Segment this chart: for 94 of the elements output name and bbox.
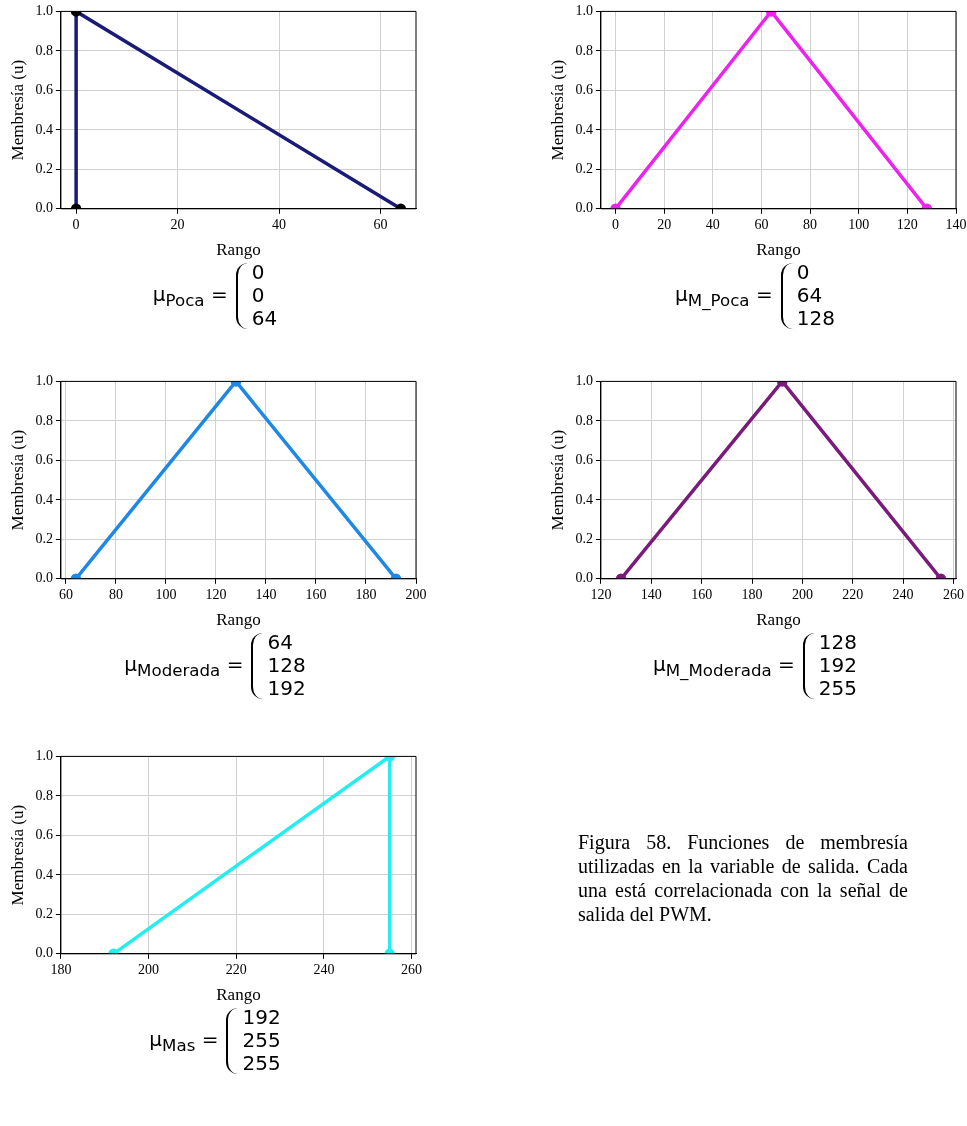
y-tick-label: 1.0 (575, 373, 593, 389)
x-tick-label: 200 (791, 586, 813, 602)
x-tick-label: 160 (691, 586, 713, 602)
x-tick-label: 160 (305, 586, 327, 602)
x-tick-label: 40 (272, 216, 287, 232)
x-tick-label: 100 (155, 586, 177, 602)
y-tick-label: 0.8 (35, 412, 53, 428)
y-tick-label: 0.2 (35, 160, 53, 176)
x-tick-label: 180 (355, 586, 377, 602)
y-tick-label: 0.6 (35, 82, 53, 98)
x-tick-label: 120 (896, 216, 918, 232)
x-tick-label: 220 (842, 586, 864, 602)
x-tick-label: 140 (255, 586, 277, 602)
x-tick-label: 60 (58, 586, 73, 602)
text: μ$_{Mas}$ = (149, 1026, 219, 1055)
x-tick-label: 260 (401, 961, 423, 977)
x-tick-label: 100 (848, 216, 870, 232)
x-tick-label: 180 (50, 961, 72, 977)
y-tick-label: 0.2 (575, 530, 593, 546)
y-tick-label: 0.4 (35, 866, 53, 882)
x-tick-label: 120 (590, 586, 612, 602)
x-tick-label: 140 (640, 586, 662, 602)
x-tick-label: 200 (138, 961, 160, 977)
y-tick-label: 0.0 (35, 945, 53, 961)
y-tick-label: 0.2 (575, 160, 593, 176)
x-tick-label: 200 (405, 586, 427, 602)
x-tick-label: 0 (611, 216, 619, 232)
text: 128 (267, 653, 306, 677)
y-tick-label: 0.8 (575, 42, 593, 58)
x-tick-label: 80 (108, 586, 123, 602)
x-tick-label: 260 (942, 586, 964, 602)
text: 192 (242, 1005, 281, 1029)
x-tick-label: 80 (803, 216, 818, 232)
x-tick-label: 220 (225, 961, 247, 977)
y-tick-label: 0.8 (35, 787, 53, 803)
y-tick-label: 0.4 (35, 121, 53, 137)
text: 255 (242, 1028, 281, 1052)
y-tick-label: 0.0 (575, 200, 593, 216)
y-axis-title: Membresía (u) (7, 804, 27, 906)
y-tick-label: 0.4 (575, 491, 593, 507)
y-tick-label: 0.0 (35, 570, 53, 586)
x-tick-label: 20 (170, 216, 185, 232)
y-tick-label: 0.6 (35, 827, 53, 843)
y-tick-label: 0.8 (575, 412, 593, 428)
x-axis-title: Rango (216, 985, 261, 1005)
y-tick-label: 1.0 (575, 3, 593, 19)
text: μ$_{Moderada}$ = (124, 651, 244, 680)
text: 0 (251, 260, 266, 284)
text: 192 (267, 676, 306, 700)
y-tick-label: 1.0 (35, 373, 53, 389)
text: μ$_{M_Moderada}$ = (653, 651, 795, 680)
y-axis-title: Membresía (u) (7, 429, 27, 531)
y-tick-label: 0.8 (35, 42, 53, 58)
text: μ$_{M_Poca}$ = (675, 281, 773, 310)
y-tick-label: 0.0 (575, 570, 593, 586)
text: 255 (242, 1051, 281, 1075)
text: 128 (818, 630, 857, 654)
x-tick-label: 120 (205, 586, 227, 602)
y-axis-title: Membresía (u) (547, 429, 567, 531)
x-axis-title: Rango (756, 240, 801, 260)
y-tick-label: 0.0 (35, 200, 53, 216)
y-tick-label: 0.6 (575, 452, 593, 468)
text: 64 (267, 630, 294, 654)
text: 0 (796, 260, 811, 284)
x-tick-label: 140 (945, 216, 967, 232)
text: Figura 58. Funciones de membresía utilizadas en la variable de salida. Cada una está correlacionada con la señal de salida del PWM. (578, 830, 908, 926)
x-tick-label: 20 (657, 216, 672, 232)
text: 255 (818, 676, 857, 700)
x-tick-label: 240 (892, 586, 914, 602)
y-axis-title: Membresía (u) (547, 59, 567, 161)
text: 64 (251, 306, 278, 330)
y-tick-label: 0.2 (35, 905, 53, 921)
x-axis-title: Rango (216, 610, 261, 630)
x-tick-label: 40 (705, 216, 720, 232)
text: 0 (251, 283, 266, 307)
x-axis-title: Rango (216, 240, 261, 260)
text: 192 (818, 653, 857, 677)
text: μ$_{Poca}$ = (152, 281, 228, 310)
y-tick-label: 0.2 (35, 530, 53, 546)
y-tick-label: 0.6 (35, 452, 53, 468)
x-tick-label: 0 (72, 216, 80, 232)
y-tick-label: 0.4 (575, 121, 593, 137)
x-tick-label: 180 (741, 586, 763, 602)
y-tick-label: 1.0 (35, 748, 53, 764)
text: 128 (796, 306, 835, 330)
y-tick-label: 0.4 (35, 491, 53, 507)
x-tick-label: 60 (754, 216, 769, 232)
y-axis-title: Membresía (u) (7, 59, 27, 161)
y-tick-label: 0.6 (575, 82, 593, 98)
x-tick-label: 60 (373, 216, 388, 232)
x-axis-title: Rango (756, 610, 801, 630)
y-tick-label: 1.0 (35, 3, 53, 19)
text: 64 (796, 283, 824, 307)
x-tick-label: 240 (313, 961, 335, 977)
